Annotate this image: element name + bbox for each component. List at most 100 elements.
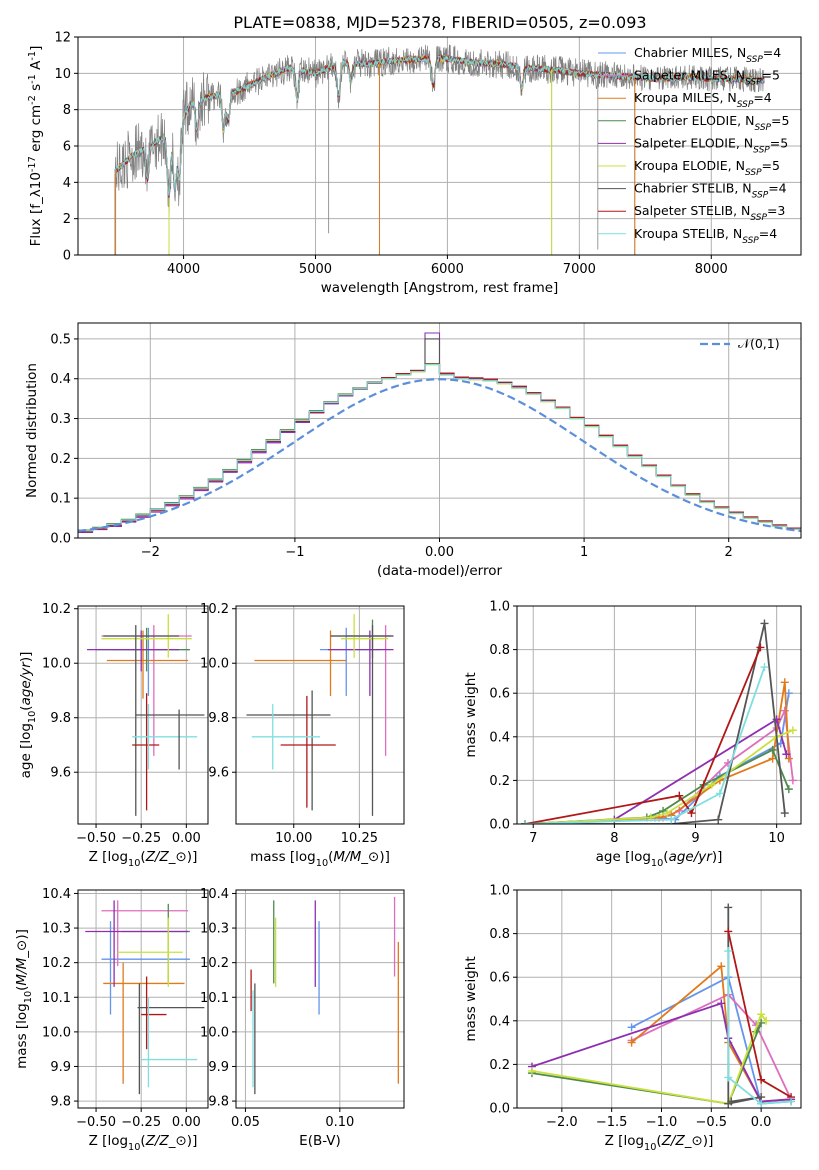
y-tick-label: 10.4: [200, 887, 229, 902]
mass_vs_EBV-plot-area: [250, 896, 399, 1095]
spectrum-panel: 4000 5000 6000 7000 8000 0 2 4 6 8 10 12 wavelength …: [27, 31, 802, 296]
y-tick-label: 10.2: [200, 602, 229, 617]
weight-point: [707, 780, 716, 789]
weight-point: [714, 815, 723, 824]
spectrum-data-line: [114, 44, 765, 215]
x-tick-label: 0.00: [425, 545, 454, 560]
legend-label: Chabrier STELIB, NSSP=4: [634, 181, 787, 201]
weight-point: [780, 809, 789, 818]
weight-point: [756, 643, 765, 652]
y-tick-label: 0.3: [50, 412, 71, 427]
y-tick-label: 10.3: [200, 922, 229, 937]
spectrum-model-line: [114, 53, 765, 199]
weight-point: [784, 785, 793, 794]
y-tick-label: 0.4: [489, 1014, 510, 1029]
weight-point: [760, 619, 769, 628]
x-tick-label: 8: [610, 831, 618, 846]
axes-frame: [235, 605, 405, 825]
y-tick-label: 10.2: [200, 956, 229, 971]
weight-point: [757, 1075, 766, 1084]
y-tick-label: 9.8: [50, 711, 71, 726]
y-tick-label: 1.0: [489, 884, 510, 899]
y-axis-label: age [log10(age/yr)]: [18, 652, 38, 779]
y-tick-label: 10.2: [42, 956, 71, 971]
y-tick-label: 0.2: [489, 774, 510, 789]
y-tick-label: 0.4: [50, 372, 71, 387]
y-tick-label: 9.8: [208, 1095, 229, 1110]
x-tick-label: −1.0: [646, 1115, 678, 1130]
weight-point: [724, 947, 733, 956]
y-tick-label: 8: [63, 103, 71, 118]
massweight_vs_age-plot-area: [521, 619, 797, 824]
y-tick-label: 10.0: [42, 657, 71, 672]
weight-point: [788, 776, 797, 785]
x-tick-label: 8000: [695, 262, 728, 277]
legend-label: 𝒩(0,1): [738, 336, 780, 351]
weight-line: [525, 682, 790, 824]
weight-point: [627, 1023, 636, 1032]
y-tick-label: 10.0: [42, 1025, 71, 1040]
legend-label: Chabrier ELODIE, NSSP=5: [634, 113, 789, 133]
axes-frame: [235, 889, 405, 1109]
spectrum-model-line: [114, 55, 765, 197]
figure-title: PLATE=0838, MJD=52378, FIBERID=0505, z=0…: [233, 13, 646, 32]
x-axis-label: Z [log10(Z/Z_⊙)]: [605, 1133, 714, 1153]
weight-point: [782, 750, 791, 759]
axes-frame: [516, 605, 802, 825]
y-tick-label: 10.0: [200, 657, 229, 672]
weight-line: [727, 951, 792, 1105]
legend-label: Kroupa MILES, NSSP=4: [634, 90, 772, 110]
x-axis-label: age [log10(age/yr)]: [596, 849, 723, 869]
weight-line: [525, 748, 790, 824]
x-axis-label: E(B-V): [299, 1133, 341, 1149]
y-tick-label: 0.0: [489, 1102, 510, 1117]
legend-label: Salpeter STELIB, NSSP=3: [634, 203, 785, 223]
weight-point: [760, 663, 769, 672]
y-tick-label: 10.1: [42, 991, 71, 1006]
weight-line: [525, 666, 766, 824]
weight-point: [724, 903, 733, 912]
massweight_vs_Z-panel: −2.0 −1.5 −1.0 −0.5 0.0 0.0 0.2 0.4 0.6 0.8 1.0 Z […: [463, 884, 802, 1153]
residuals-panel: −2 −1 0.00 1 2 0.0 0.1 0.2 0.3 0.4 0.5 (data-model)…: [24, 322, 802, 579]
y-tick-label: 0.8: [489, 643, 510, 658]
x-tick-label: −0.50: [76, 831, 116, 846]
y-tick-label: 2: [63, 212, 71, 227]
weight-point: [527, 1066, 536, 1075]
x-tick-label: 7000: [563, 262, 596, 277]
x-tick-label: −1.5: [596, 1115, 628, 1130]
weight-point: [663, 809, 672, 818]
mass_vs_Z-panel: −0.50 −0.25 0.00 9.8 9.9 10.0 10.1 10.2 10.3 10.4…: [14, 887, 209, 1153]
y-tick-label: 9.8: [208, 711, 229, 726]
y-tick-label: 0.1: [50, 492, 71, 507]
legend-label: Chabrier MILES, NSSP=4: [634, 45, 781, 65]
y-axis-label: Normed distribution: [24, 363, 40, 498]
y-tick-label: 10.0: [200, 1025, 229, 1040]
y-tick-label: 0.8: [489, 927, 510, 942]
y-tick-label: 4: [63, 176, 71, 191]
x-tick-label: 7: [529, 831, 537, 846]
weight-line: [524, 647, 762, 824]
axes-frame: [77, 889, 209, 1109]
legend-label: Kroupa STELIB, NSSP=4: [634, 226, 777, 246]
weight-point: [627, 1038, 636, 1047]
weight-point: [715, 789, 724, 798]
y-tick-label: 12: [54, 31, 71, 46]
age_vs_mass-plot-area: [246, 614, 394, 816]
spectrum-legend: Chabrier MILES, NSSP=4 Salpeter MILES, NS…: [598, 45, 789, 246]
x-tick-label: −0.25: [121, 1115, 161, 1130]
legend-label: Kroupa ELODIE, NSSP=5: [634, 158, 780, 178]
weight-point: [675, 791, 684, 800]
y-tick-label: 0.2: [489, 1058, 510, 1073]
mass_vs_Z-plot-area: [85, 900, 205, 1095]
x-tick-label: 0.00: [172, 831, 201, 846]
weight-point: [717, 999, 726, 1008]
y-axis-label: Flux [f_λ10-17 erg cm-2 s-1 A-1]: [27, 46, 44, 247]
y-tick-label: 10: [54, 67, 71, 82]
x-tick-label: 9: [691, 831, 699, 846]
age_vs_mass-panel: 10.00 10.25 9.6 9.8 10.0 10.2 mass [log10(M/M_…: [200, 602, 405, 869]
weight-line: [531, 1012, 767, 1105]
y-tick-label: 9.9: [208, 1060, 229, 1075]
residuals-plot-area: [78, 332, 801, 533]
axes-frame: [77, 36, 802, 256]
